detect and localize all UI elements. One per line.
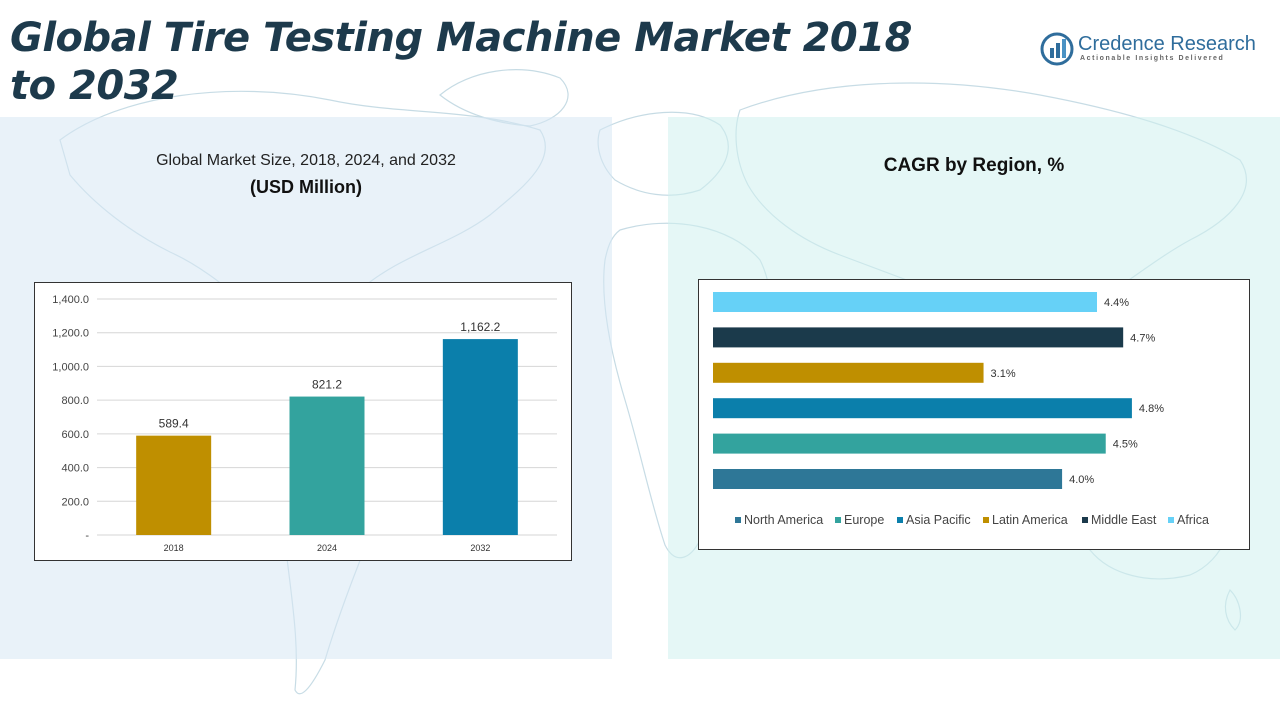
- hbar-asia-pacific: [713, 398, 1132, 419]
- hbar-north-america: [713, 469, 1063, 489]
- data-label: 1,162.2: [460, 320, 500, 334]
- logo-tagline: Actionable Insights Delivered: [1080, 55, 1225, 62]
- y-tick-label: 1,000.0: [52, 361, 89, 373]
- y-tick-label: 1,200.0: [52, 328, 89, 340]
- legend-item: Asia Pacific: [897, 513, 971, 527]
- legend-item: Africa: [1168, 513, 1209, 527]
- legend-label: Africa: [1177, 513, 1209, 527]
- y-tick-label: 200.0: [61, 496, 89, 508]
- hbar-middle-east: [713, 327, 1124, 348]
- data-label: 3.1%: [991, 368, 1016, 380]
- market-size-unit: (USD Million): [250, 177, 362, 197]
- cagr-panel: CAGR by Region, % 4.4% 4.7% 3.1% 4.8% 4.5% 4.…: [668, 117, 1280, 659]
- cagr-bar-chart: 4.4% 4.7% 3.1% 4.8% 4.5% 4.0% North America Eur…: [713, 292, 1209, 527]
- legend-label: Middle East: [1091, 513, 1157, 527]
- legend-swatch: [983, 517, 989, 523]
- market-size-bar-chart: - 200.0 400.0 600.0 800.0 1,000.0 1,200.0 1,400…: [52, 294, 557, 553]
- legend-swatch: [835, 517, 841, 523]
- legend-label: Europe: [844, 513, 884, 527]
- legend-swatch: [897, 517, 903, 523]
- x-tick-label: 2032: [470, 543, 490, 553]
- legend-item: Europe: [835, 513, 884, 527]
- data-label: 4.0%: [1069, 474, 1094, 486]
- data-label: 821.2: [312, 378, 342, 392]
- logo-icon: [1040, 32, 1074, 66]
- market-size-chart: - 200.0 400.0 600.0 800.0 1,000.0 1,200.0 1,400…: [34, 282, 572, 561]
- y-tick-label: 1,400.0: [52, 294, 89, 306]
- data-label: 4.4%: [1104, 297, 1129, 309]
- market-size-panel: Global Market Size, 2018, 2024, and 2032…: [0, 117, 612, 659]
- legend-item: North America: [735, 513, 823, 527]
- y-tick-label: 400.0: [61, 463, 89, 475]
- data-label: 4.5%: [1113, 439, 1138, 451]
- bar-2024: [289, 396, 365, 535]
- y-tick-label: -: [85, 530, 89, 542]
- data-label: 4.8%: [1139, 403, 1164, 415]
- legend-label: Latin America: [992, 513, 1068, 527]
- data-label: 4.7%: [1130, 332, 1155, 344]
- x-tick-label: 2024: [317, 543, 337, 553]
- x-tick-label: 2018: [164, 543, 184, 553]
- legend-item: Middle East: [1082, 513, 1157, 527]
- y-tick-label: 600.0: [61, 429, 89, 441]
- logo: Credence Research Actionable Insights De…: [1040, 30, 1270, 70]
- market-size-subtitle: Global Market Size, 2018, 2024, and 2032: [156, 152, 456, 169]
- hbar-latin-america: [713, 362, 984, 383]
- legend-swatch: [735, 517, 741, 523]
- cagr-title: CAGR by Region, %: [883, 155, 1065, 176]
- hbar-africa: [713, 292, 1097, 312]
- logo-name: Credence Research: [1078, 33, 1256, 55]
- legend-swatch: [1168, 517, 1174, 523]
- y-tick-label: 800.0: [61, 395, 89, 407]
- bar-2032: [442, 339, 518, 535]
- page-title: Global Tire Testing Machine Market 2018 …: [10, 15, 912, 109]
- bar-2018: [136, 435, 212, 535]
- legend-label: Asia Pacific: [906, 513, 971, 527]
- legend-label: North America: [744, 513, 823, 527]
- legend-swatch: [1082, 517, 1088, 523]
- legend-item: Latin America: [983, 513, 1068, 527]
- data-label: 589.4: [159, 417, 189, 431]
- hbar-europe: [713, 433, 1106, 454]
- cagr-chart: 4.4% 4.7% 3.1% 4.8% 4.5% 4.0% North America Eur…: [698, 279, 1250, 550]
